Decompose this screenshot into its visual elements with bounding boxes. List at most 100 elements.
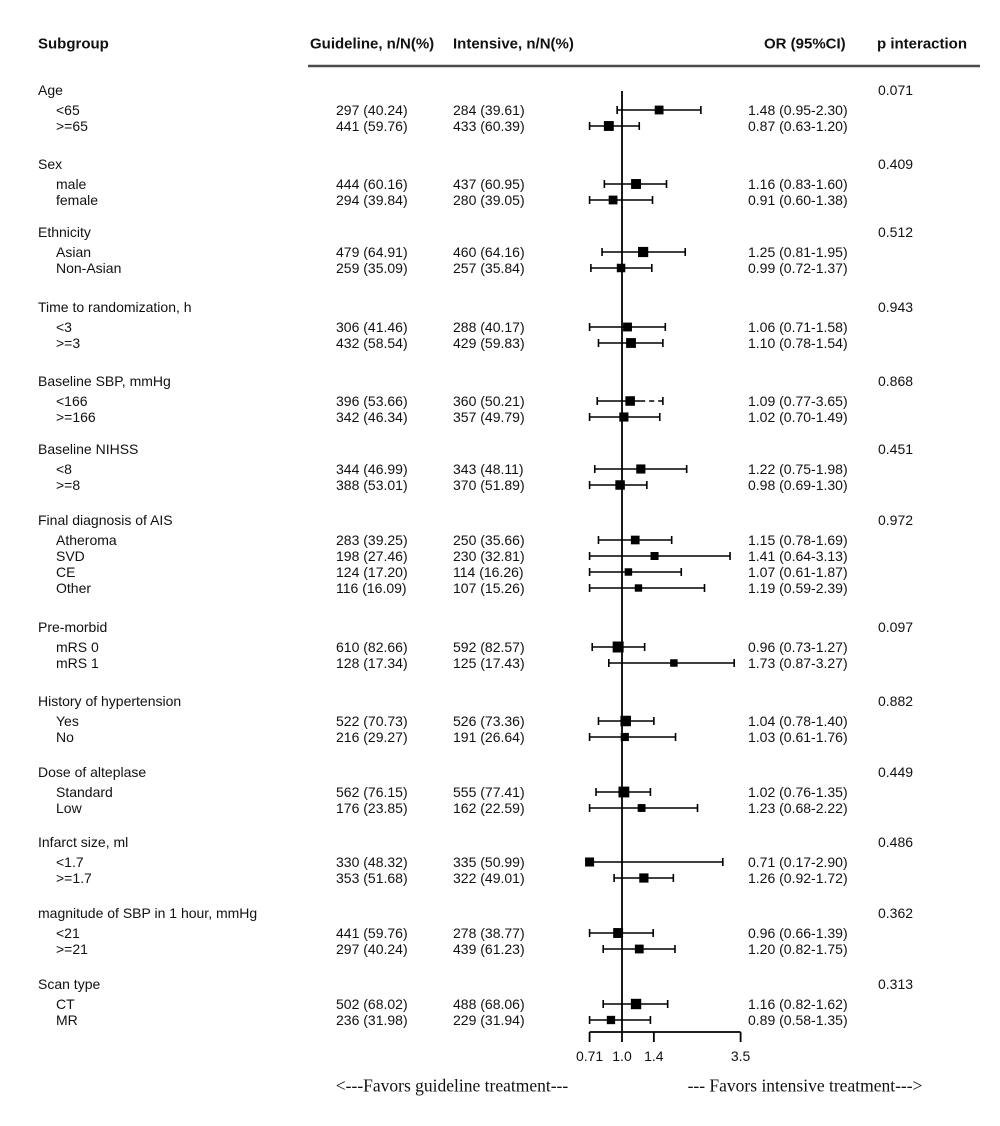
subgroup-row-label: CT (56, 996, 75, 1012)
or-marker (636, 464, 646, 474)
subgroup-row-label: >=3 (56, 335, 81, 351)
subgroup-row-label: <21 (56, 925, 80, 941)
intensive-value: 370 (51.89) (453, 477, 525, 493)
intensive-value: 280 (39.05) (453, 192, 525, 208)
column-header-p-interaction: p interaction (877, 35, 968, 53)
intensive-value: 335 (50.99) (453, 854, 525, 870)
intensive-value: 488 (68.06) (453, 996, 525, 1012)
group-label: History of hypertension (38, 693, 182, 709)
or-ci-value: 1.04 (0.78-1.40) (748, 713, 848, 729)
subgroup-row-label: Standard (56, 784, 113, 800)
guideline-value: 444 (60.16) (336, 176, 408, 192)
or-marker (620, 732, 629, 742)
p-interaction-value: 0.313 (878, 976, 914, 992)
or-ci-value: 1.09 (0.77-3.65) (748, 393, 848, 409)
p-interaction-value: 0.972 (878, 512, 914, 528)
guideline-value: 396 (53.66) (336, 393, 408, 409)
or-marker (624, 568, 633, 576)
intensive-value: 555 (77.41) (453, 784, 525, 800)
or-ci-value: 1.23 (0.68-2.22) (748, 800, 848, 816)
intensive-value: 592 (82.57) (453, 639, 525, 655)
p-interaction-value: 0.512 (878, 224, 914, 240)
intensive-value: 278 (38.77) (453, 925, 525, 941)
group-label: Ethnicity (38, 224, 91, 240)
guideline-value: 441 (59.76) (336, 118, 408, 134)
group-label: Baseline SBP, mmHg (38, 373, 171, 389)
group-label: Scan type (38, 976, 101, 992)
subgroup-row-label: Atheroma (56, 532, 117, 548)
subgroup-row-label: >=8 (56, 477, 81, 493)
or-marker (612, 641, 624, 653)
x-tick-label: 0.71 (575, 1048, 604, 1064)
favors-intensive-label: --- Favors intensive treatment---> (687, 1075, 923, 1096)
column-header-or: OR (95%CI) (764, 35, 846, 53)
subgroup-row-label: mRS 1 (56, 655, 99, 671)
intensive-value: 360 (50.21) (453, 393, 525, 409)
or-marker (630, 535, 640, 545)
or-marker (639, 873, 649, 883)
or-ci-value: 1.19 (0.59-2.39) (748, 580, 848, 596)
or-marker (626, 338, 636, 348)
guideline-value: 198 (27.46) (336, 548, 408, 564)
or-marker (630, 998, 642, 1010)
p-interaction-value: 0.486 (878, 834, 914, 850)
group-label: Age (38, 82, 63, 98)
or-marker (654, 105, 664, 115)
guideline-value: 610 (82.66) (336, 639, 408, 655)
subgroup-row-label: No (56, 729, 74, 745)
guideline-value: 330 (48.32) (336, 854, 408, 870)
subgroup-row-label: Other (56, 580, 92, 596)
group-label: Dose of alteplase (38, 764, 147, 780)
intensive-value: 284 (39.61) (453, 102, 525, 118)
p-interaction-value: 0.868 (878, 373, 914, 389)
intensive-value: 114 (16.26) (453, 564, 524, 580)
p-interaction-value: 0.362 (878, 905, 914, 921)
intensive-value: 429 (59.83) (453, 335, 525, 351)
group-label: Time to randomization, h (38, 299, 192, 315)
intensive-value: 229 (31.94) (453, 1012, 525, 1028)
or-marker (585, 857, 595, 867)
subgroup-row-label: >=65 (56, 118, 88, 134)
guideline-value: 128 (17.34) (336, 655, 408, 671)
subgroup-row-label: >=21 (56, 941, 88, 957)
intensive-value: 343 (48.11) (453, 461, 524, 477)
subgroup-row-label: Yes (56, 713, 79, 729)
subgroup-row-label: SVD (56, 548, 85, 564)
or-marker (615, 480, 625, 490)
or-ci-value: 0.99 (0.72-1.37) (748, 260, 848, 276)
or-marker (623, 322, 632, 332)
or-ci-value: 1.48 (0.95-2.30) (748, 102, 848, 118)
or-marker (618, 786, 630, 798)
intensive-value: 433 (60.39) (453, 118, 525, 134)
or-marker (650, 551, 659, 561)
subgroup-row-label: Low (56, 800, 82, 816)
subgroup-row-label: >=166 (56, 409, 96, 425)
or-marker (631, 179, 642, 189)
or-marker (670, 659, 678, 667)
or-marker (606, 1015, 616, 1025)
guideline-value: 297 (40.24) (336, 102, 408, 118)
p-interaction-value: 0.449 (878, 764, 914, 780)
column-header-guideline: Guideline, n/N(%) (310, 35, 435, 53)
intensive-value: 357 (49.79) (453, 409, 525, 425)
x-tick-label: 3.5 (730, 1048, 751, 1064)
or-marker (637, 804, 646, 812)
intensive-value: 125 (17.43) (453, 655, 525, 671)
or-ci-value: 1.26 (0.92-1.72) (748, 870, 848, 886)
intensive-value: 437 (60.95) (453, 176, 525, 192)
guideline-value: 176 (23.85) (336, 800, 408, 816)
or-marker (603, 121, 614, 131)
guideline-value: 216 (29.27) (336, 729, 408, 745)
or-ci-value: 0.91 (0.60-1.38) (748, 192, 848, 208)
or-ci-value: 1.10 (0.78-1.54) (748, 335, 848, 351)
or-marker (608, 195, 618, 205)
guideline-value: 479 (64.91) (336, 244, 408, 260)
guideline-value: 562 (76.15) (336, 784, 408, 800)
guideline-value: 124 (17.20) (336, 564, 408, 580)
or-ci-value: 1.22 (0.75-1.98) (748, 461, 848, 477)
or-marker (613, 928, 624, 938)
x-tick-label: 1.0 (612, 1048, 632, 1064)
